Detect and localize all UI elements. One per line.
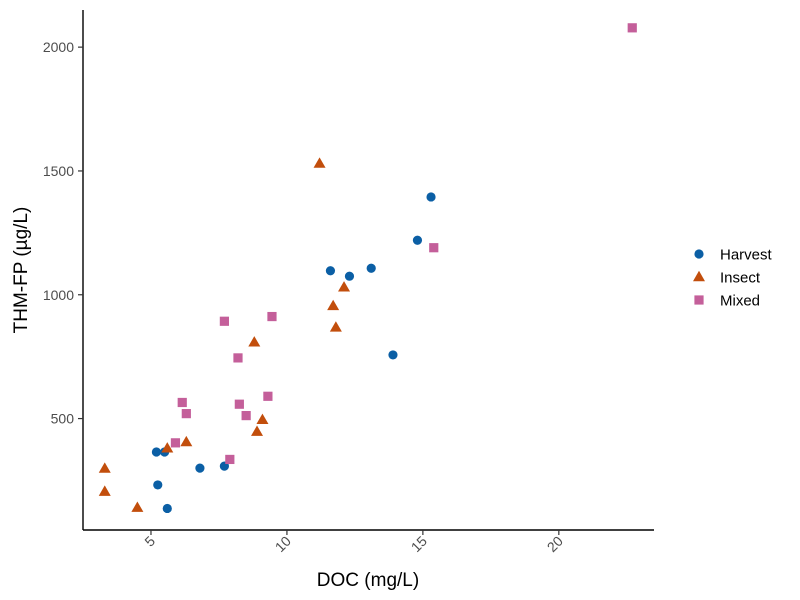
- y-tick-label: 1500: [43, 163, 74, 179]
- data-point-mixed: [219, 316, 229, 326]
- legend-label: Harvest: [720, 247, 773, 264]
- data-point-mixed: [263, 391, 273, 401]
- data-point-mixed: [177, 397, 187, 408]
- data-point-insect: [251, 425, 264, 436]
- data-point-insect: [327, 299, 340, 311]
- x-tick-label: 5: [141, 533, 158, 550]
- y-tick-label: 1000: [43, 287, 74, 303]
- data-point-insect: [98, 462, 111, 473]
- data-point-harvest: [151, 447, 162, 457]
- legend-key-mixed: [694, 295, 704, 305]
- y-axis-title: THM-FP (µg/L): [11, 207, 32, 334]
- plot-area: [98, 23, 637, 514]
- legend-key-insect: [693, 270, 705, 282]
- legend-label: Mixed: [720, 293, 760, 310]
- data-point-insect: [180, 435, 193, 447]
- data-point-harvest: [325, 266, 336, 276]
- data-point-harvest: [426, 192, 436, 202]
- x-axis-ticks: 5 10 15 20: [141, 530, 566, 555]
- data-point-harvest: [366, 263, 376, 273]
- data-point-harvest: [153, 480, 163, 490]
- y-tick-label: 2000: [43, 39, 74, 55]
- legend: Harvest Insect Mixed: [693, 247, 773, 310]
- data-point-insect: [131, 501, 144, 512]
- x-tick-label: 15: [408, 533, 430, 555]
- data-point-insect: [98, 485, 111, 496]
- y-tick-label: 500: [51, 411, 75, 427]
- x-tick-label: 10: [272, 533, 294, 555]
- data-point-mixed: [267, 311, 277, 322]
- data-point-mixed: [241, 411, 251, 421]
- data-point-insect: [313, 157, 326, 168]
- data-point-mixed: [225, 454, 235, 465]
- data-point-mixed: [181, 409, 191, 419]
- legend-key-harvest: [694, 249, 704, 259]
- legend-item-harvest: Harvest: [694, 247, 773, 264]
- data-point-harvest: [344, 271, 355, 281]
- series-harvest: [151, 192, 436, 514]
- data-point-insect: [338, 281, 351, 292]
- data-point-insect: [161, 442, 174, 453]
- data-point-insect: [329, 321, 342, 332]
- data-point-harvest: [162, 503, 172, 514]
- y-axis-ticks: 500 1000 1500 2000: [43, 39, 83, 427]
- data-point-mixed: [170, 438, 181, 448]
- data-point-insect: [256, 413, 269, 425]
- data-point-mixed: [627, 23, 637, 33]
- data-point-harvest: [195, 463, 205, 473]
- data-point-harvest: [388, 350, 398, 360]
- legend-label: Insect: [720, 270, 761, 287]
- data-point-mixed: [233, 353, 243, 363]
- x-axis-title: DOC (mg/L): [317, 570, 419, 591]
- data-point-insect: [248, 336, 261, 347]
- legend-item-mixed: Mixed: [694, 293, 760, 310]
- series-insect: [98, 157, 351, 512]
- legend-item-insect: Insect: [693, 270, 761, 287]
- data-point-harvest: [412, 235, 423, 245]
- data-point-mixed: [234, 399, 244, 409]
- series-mixed: [170, 23, 637, 465]
- data-point-mixed: [429, 243, 439, 253]
- x-tick-label: 20: [544, 533, 566, 555]
